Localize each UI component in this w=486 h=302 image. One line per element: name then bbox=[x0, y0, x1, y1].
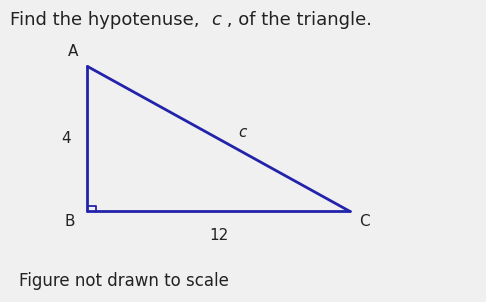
Text: c: c bbox=[238, 125, 246, 140]
Text: , of the triangle.: , of the triangle. bbox=[221, 11, 372, 29]
Text: 12: 12 bbox=[209, 228, 228, 243]
Text: Figure not drawn to scale: Figure not drawn to scale bbox=[19, 272, 229, 290]
Text: c: c bbox=[211, 11, 221, 29]
Text: 4: 4 bbox=[61, 131, 70, 146]
Text: Find the hypotenuse,: Find the hypotenuse, bbox=[10, 11, 205, 29]
Text: C: C bbox=[359, 214, 369, 230]
Text: A: A bbox=[68, 44, 78, 59]
Text: B: B bbox=[65, 214, 75, 230]
